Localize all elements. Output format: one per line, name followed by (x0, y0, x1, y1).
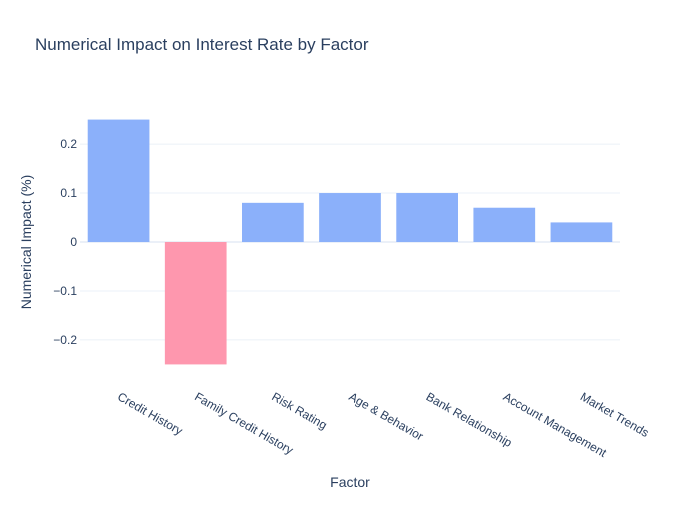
bar-family-credit-history[interactable] (164, 242, 227, 365)
x-tick-label: Risk Rating (269, 389, 329, 432)
x-tick-label: Bank Relationship (424, 389, 515, 450)
x-tick-label: Market Trends (578, 389, 651, 439)
x-tick-labels: Credit History Family Credit HistoryRisk … (115, 389, 651, 460)
y-tick-label: −0.1 (53, 284, 77, 298)
chart-title: Numerical Impact on Interest Rate by Fac… (35, 35, 369, 54)
bar-bank-relationship[interactable] (396, 193, 458, 242)
x-tick-label: Credit History (115, 389, 185, 437)
x-tick-label: Age & Behavior (347, 389, 426, 443)
bar-risk-rating[interactable] (242, 202, 304, 242)
y-tick-label: −0.2 (53, 333, 77, 347)
y-tick-label: 0.1 (60, 186, 77, 200)
y-tick-label: 0.2 (60, 137, 77, 151)
bar-account-management[interactable] (473, 207, 536, 242)
bar-layer (87, 119, 613, 365)
bar-credit-history[interactable] (87, 119, 150, 242)
bar-age-behavior[interactable] (319, 193, 381, 242)
x-axis-title: Factor (330, 474, 370, 490)
bar-market-trends[interactable] (550, 222, 613, 242)
y-axis-title: Numerical Impact (%) (18, 175, 34, 310)
y-tick-labels: −0.2 −0.1 0 0.1 0.2 (53, 137, 77, 347)
y-tick-label: 0 (70, 235, 77, 249)
